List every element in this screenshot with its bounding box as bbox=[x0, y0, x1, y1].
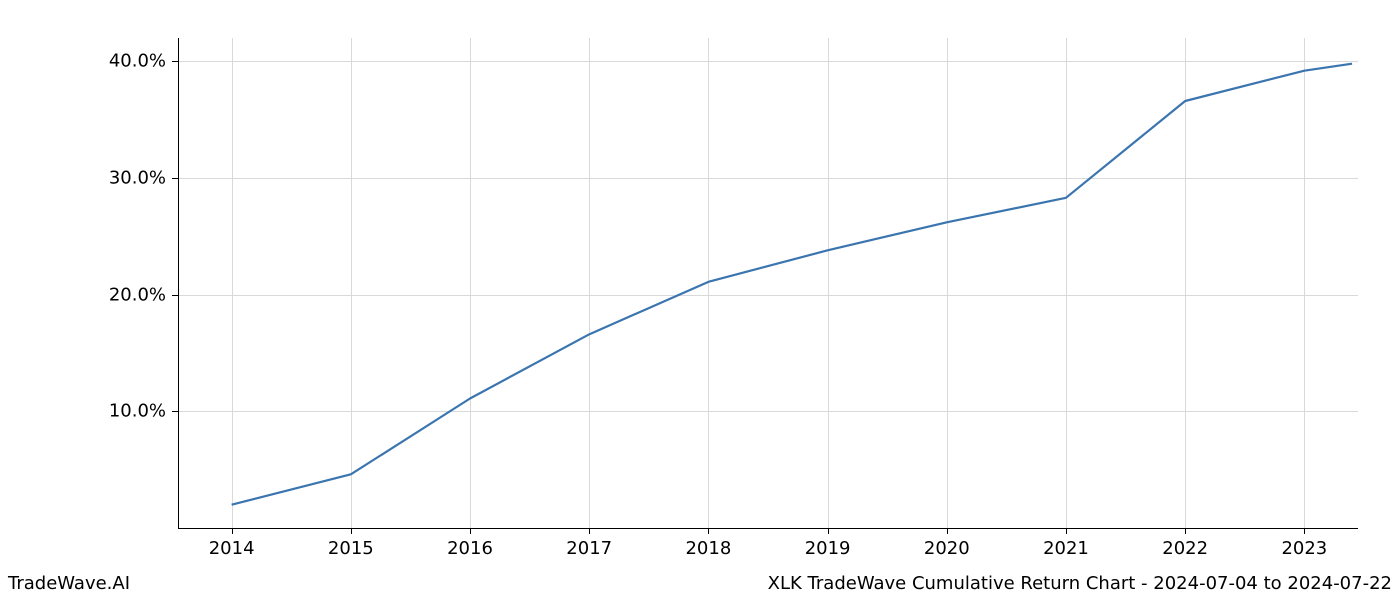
x-axis-spine bbox=[178, 528, 1358, 529]
x-tick-label: 2016 bbox=[447, 538, 493, 559]
y-tick-label: 40.0% bbox=[109, 51, 166, 72]
chart-area: 2014201520162017201820192020202120222023… bbox=[178, 38, 1358, 528]
x-tick-label: 2020 bbox=[924, 538, 970, 559]
y-tick-label: 20.0% bbox=[109, 284, 166, 305]
x-tick-label: 2017 bbox=[566, 538, 612, 559]
y-tick-label: 10.0% bbox=[109, 401, 166, 422]
x-tick-label: 2014 bbox=[209, 538, 255, 559]
x-tick-label: 2021 bbox=[1043, 538, 1089, 559]
footer-brand: TradeWave.AI bbox=[8, 573, 130, 594]
x-tick-label: 2018 bbox=[685, 538, 731, 559]
x-tick-label: 2023 bbox=[1281, 538, 1327, 559]
x-tick-label: 2019 bbox=[805, 538, 851, 559]
x-tick-label: 2015 bbox=[328, 538, 374, 559]
footer-caption: XLK TradeWave Cumulative Return Chart - … bbox=[768, 573, 1392, 594]
return-line bbox=[232, 64, 1352, 505]
y-tick-label: 30.0% bbox=[109, 168, 166, 189]
line-series-layer bbox=[178, 38, 1358, 528]
x-tick-label: 2022 bbox=[1162, 538, 1208, 559]
